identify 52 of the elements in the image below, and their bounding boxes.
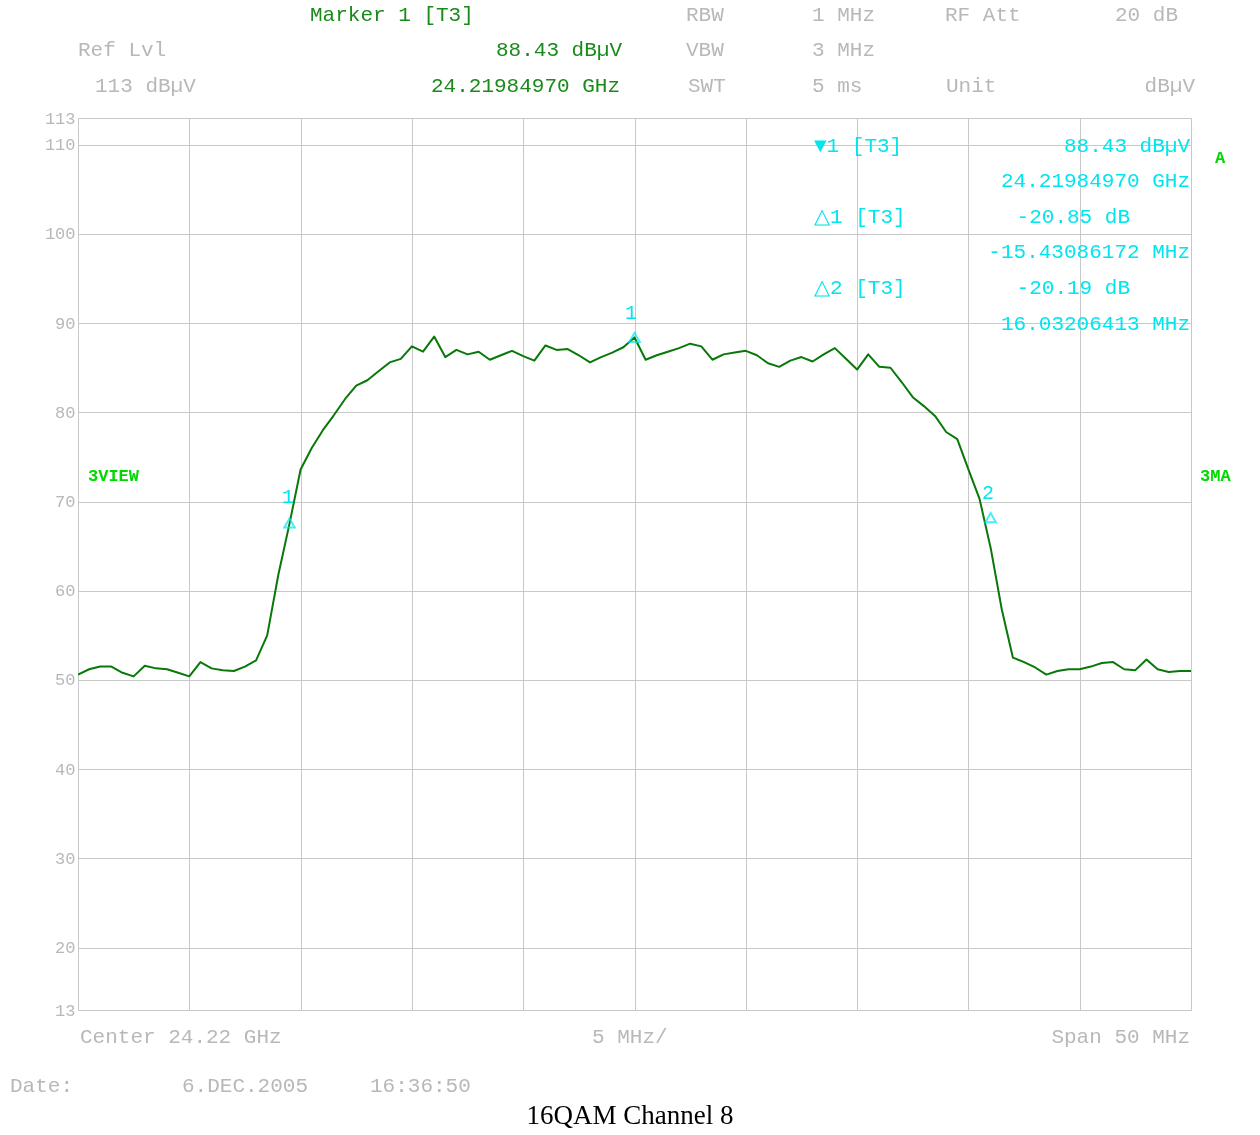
text: 20 dB (1114, 4, 1178, 27)
annotation: -20.19 dB (1016, 277, 1130, 300)
text: A (1214, 149, 1226, 168)
text: VBW (686, 39, 725, 62)
text: Span 50 MHz (1051, 1026, 1190, 1049)
annotation: ▼1 [T3] (814, 135, 903, 158)
point (283, 517, 296, 529)
text: 113 dBµV (95, 75, 197, 98)
text: 6.DEC.2005 (182, 1075, 309, 1098)
text: Ref Lvl (78, 39, 167, 62)
annotation: 3VIEW (88, 467, 140, 486)
y-tick-label: 30 (55, 849, 76, 869)
text: 16:36:50 (370, 1075, 471, 1098)
text: 88.43 dBµV (495, 39, 623, 62)
y-tick-label: 110 (44, 136, 76, 156)
y-tick-label: 70 (55, 493, 76, 513)
text: 3MA (1200, 467, 1232, 486)
annotation: 2 (981, 482, 995, 505)
point (984, 512, 997, 524)
y-tick-label: 60 (55, 582, 76, 602)
y-tick-label: 50 (55, 671, 76, 691)
text: Marker 1 [T3] (310, 4, 474, 27)
annotation: △2 [T3] (814, 277, 906, 300)
y-tick-label: 100 (44, 225, 76, 245)
text: SWT (688, 75, 726, 98)
text: Date: (10, 1075, 74, 1098)
y-tick-label: 20 (55, 939, 76, 959)
text: RF Att (945, 4, 1021, 27)
text: Center 24.22 GHz (80, 1026, 282, 1049)
annotation: 1 (624, 302, 638, 325)
annotation: 16.03206413 MHz (1000, 313, 1190, 336)
annotation: -20.85 dB (1016, 206, 1130, 229)
y-tick-label: 113 (44, 109, 76, 129)
text: 1 MHz (812, 4, 876, 27)
annotation: 88.43 dBµV (1063, 135, 1191, 158)
text: 3 MHz (812, 39, 876, 62)
y-tick-label: 90 (55, 314, 76, 334)
text: 5 ms (812, 75, 863, 98)
text: 24.21984970 GHz (430, 75, 620, 98)
y-tick-label: 40 (55, 760, 76, 780)
annotation: △1 [T3] (814, 206, 906, 229)
y-tick-label: 13 (55, 1001, 76, 1021)
text: dBµV (1144, 75, 1196, 98)
annotation: -15.43086172 MHz (988, 241, 1190, 264)
text: 16QAM Channel 8 (526, 1100, 734, 1130)
text: Unit (946, 75, 997, 98)
text: 5 MHz/ (592, 1026, 668, 1049)
annotation: 24.21984970 GHz (1000, 170, 1190, 193)
point (628, 331, 641, 343)
text: RBW (686, 4, 725, 27)
y-tick-label: 80 (55, 403, 76, 423)
annotation: 1 (281, 486, 295, 509)
